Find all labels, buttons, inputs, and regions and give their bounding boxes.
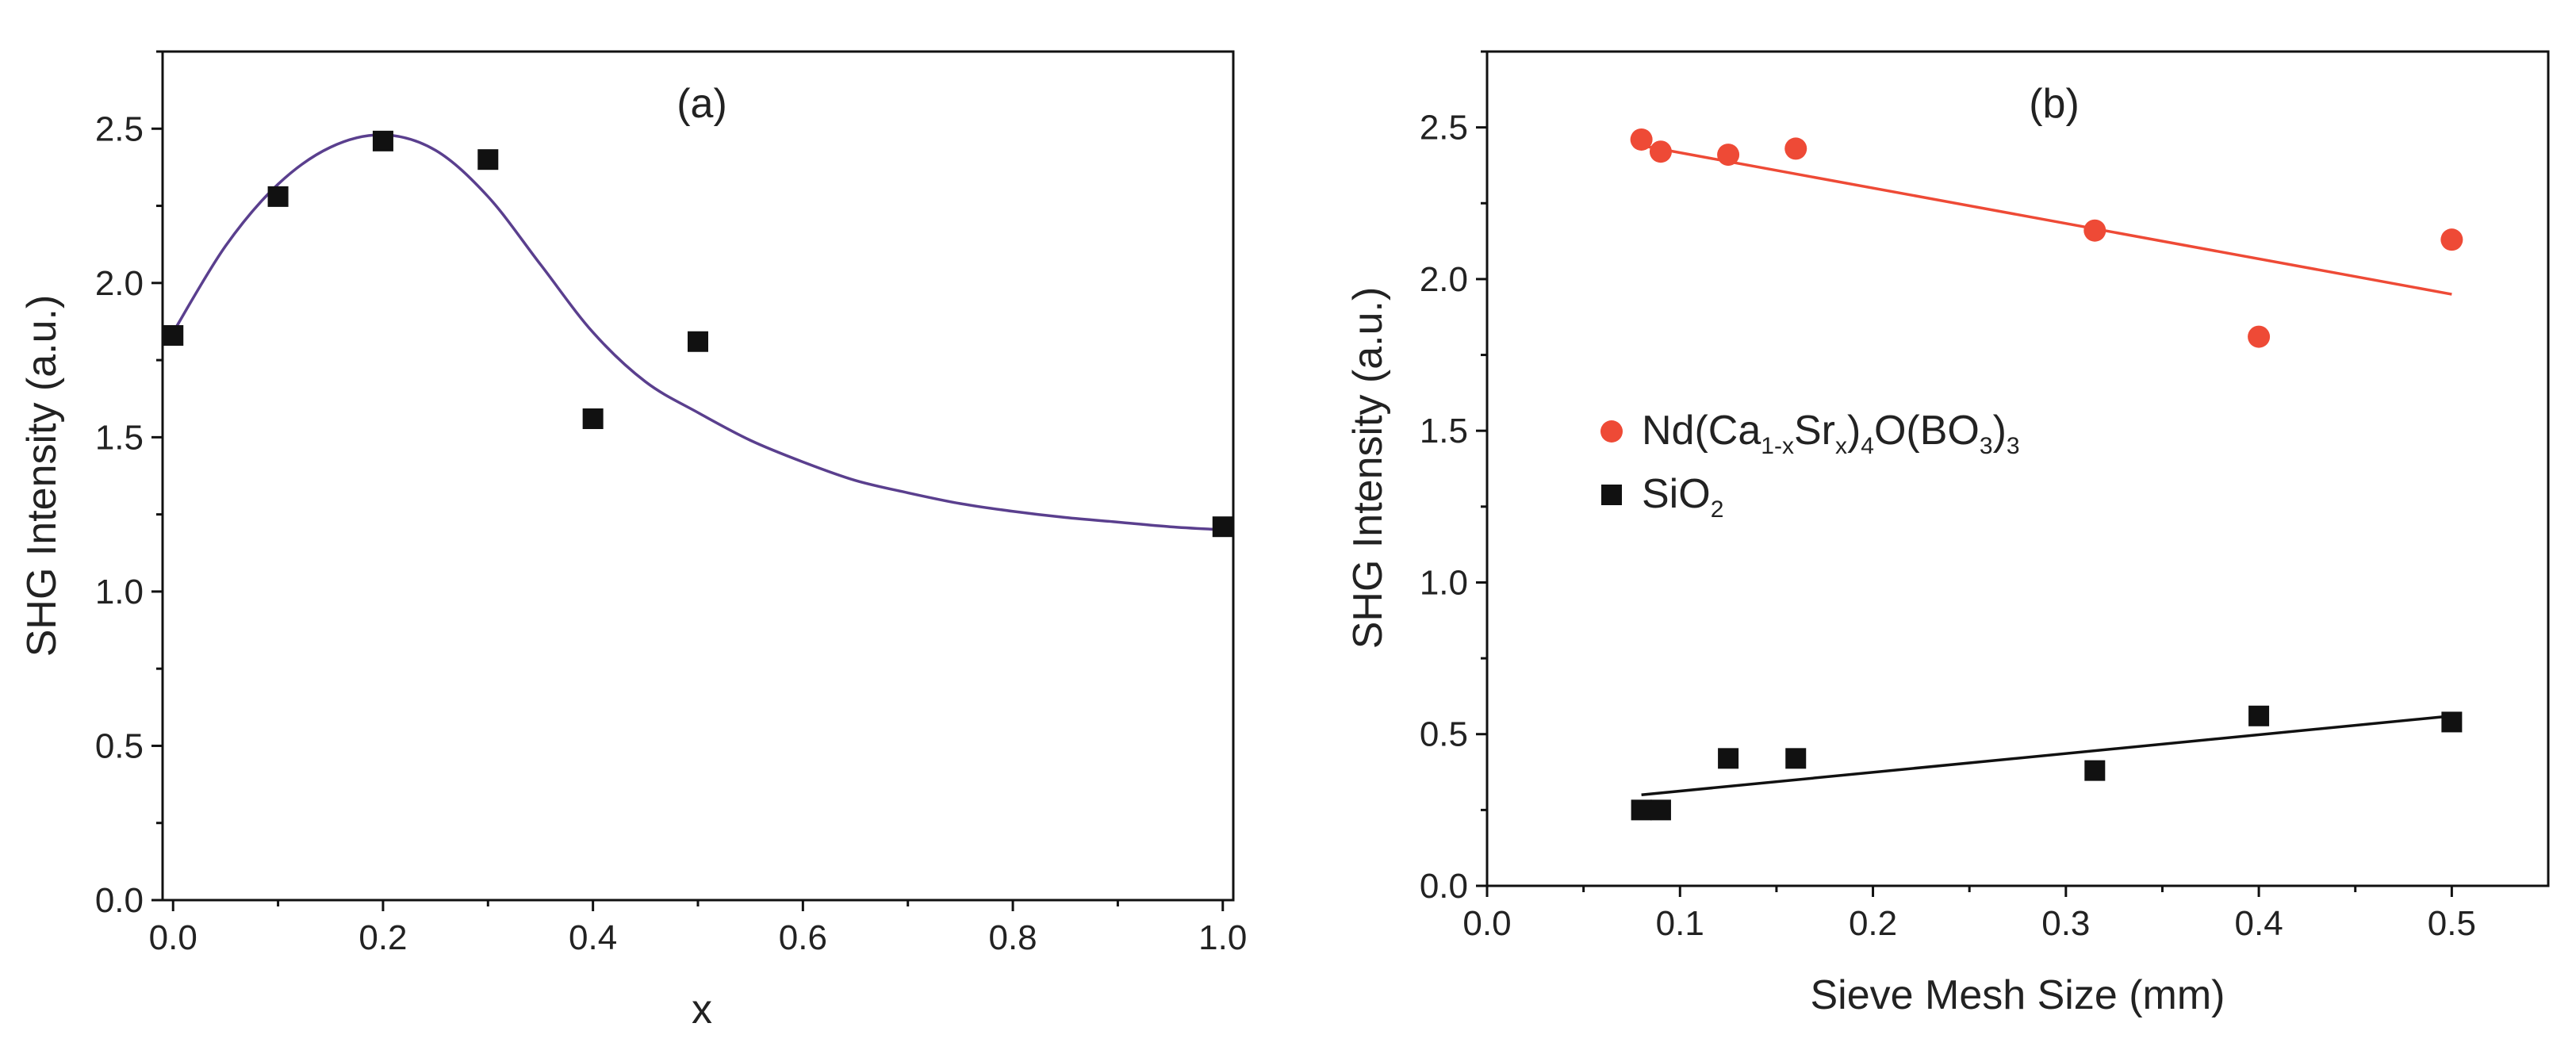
x-tick-label: 0.2 [1849,904,1897,943]
y-tick-label: 2.0 [1420,260,1468,299]
y-tick-label: 0.0 [1420,867,1468,906]
plot-frame-a [161,50,1235,902]
data-point-square [1650,799,1671,821]
data-point-circle [1717,144,1740,167]
panel-a: 0.0 0.2 0.4 0.6 0.8 1.0 0.0 0.5 1.0 1.5 2.0 2.5 (a… [19,50,1247,1033]
data-point-circle [1784,137,1807,160]
y-tick-label: 0.5 [95,726,144,765]
fit-line [1641,144,2452,296]
data-point-circle [1649,140,1672,163]
x-tick-label: 0.1 [1656,904,1704,943]
data-point-square [477,149,499,171]
y-tick-label: 1.0 [1420,563,1468,602]
y-tick-label: 2.0 [95,264,144,303]
plot-area-a [163,130,1233,538]
data-point-square [2084,760,2106,781]
y-tick-label: 1.0 [95,573,144,611]
x-axis-title-a: x [692,987,712,1033]
x-tick-label: 0.4 [569,918,617,957]
panel-b: 0.0 0.1 0.2 0.3 0.4 0.5 0.0 0.5 1.0 1.5 2.0 2.5 (b… [1345,50,2550,1018]
y-tick-label: 2.5 [95,109,144,148]
y-axis-title-a: SHG Intensity (a.u.) [19,295,65,657]
data-point-square [688,331,708,352]
x-axis-ticks-b: 0.0 0.1 0.2 0.3 0.4 0.5 [1462,886,2476,943]
legend-marker-circle [1600,420,1623,443]
x-tick-label: 0.4 [2235,904,2283,943]
x-tick-label: 0.0 [1462,904,1511,943]
data-point-square [2248,705,2270,726]
data-point-square [2441,711,2463,733]
data-point-circle [2440,228,2463,251]
data-point-circle [2083,219,2106,242]
panel-label-b: (b) [2029,81,2080,127]
x-axis-title-b: Sieve Mesh Size (mm) [1811,972,2225,1018]
y-tick-label: 0.5 [1420,715,1468,754]
y-tick-label: 2.5 [1420,109,1468,148]
x-axis-ticks-a: 0.0 0.2 0.4 0.6 0.8 1.0 [149,900,1247,957]
x-tick-label: 0.0 [149,918,197,957]
legend-b: Nd(Ca1-xSrx)4O(BO3)3 SiO2 [1600,408,2020,523]
x-tick-label: 0.8 [988,918,1037,957]
data-point-square [1631,799,1652,821]
data-point-square [1718,748,1739,769]
data-point-square [582,408,604,430]
x-tick-label: 0.6 [779,918,827,957]
legend-label: Nd(Ca1-xSrx)4O(BO3)3 [1642,408,2020,459]
x-tick-label: 0.5 [2428,904,2476,943]
legend-label: SiO2 [1642,471,1723,523]
data-point-circle [2248,325,2271,348]
legend-marker-square [1601,485,1622,505]
data-point-square [1212,516,1233,538]
plot-area-b [1630,128,2463,821]
x-tick-label: 1.0 [1198,918,1247,957]
fit-curve [171,133,1223,531]
y-axis-ticks-b: 0.0 0.5 1.0 1.5 2.0 2.5 [1420,50,1487,906]
data-point-square [267,186,289,207]
x-tick-label: 0.3 [2041,904,2090,943]
y-tick-label: 0.0 [95,881,144,920]
y-axis-title-b: SHG Intensity (a.u.) [1345,287,1391,650]
y-tick-label: 1.5 [95,418,144,457]
plot-frame-b [1485,50,2550,887]
data-point-square [1785,748,1807,769]
y-axis-ticks-a: 0.0 0.5 1.0 1.5 2.0 2.5 [95,50,163,920]
fit-line [1641,715,2452,796]
x-tick-label: 0.2 [358,918,407,957]
y-tick-label: 1.5 [1420,412,1468,450]
data-point-circle [1630,128,1653,151]
data-point-square [163,324,184,346]
data-point-square [372,130,393,151]
panel-label-a: (a) [677,81,727,127]
